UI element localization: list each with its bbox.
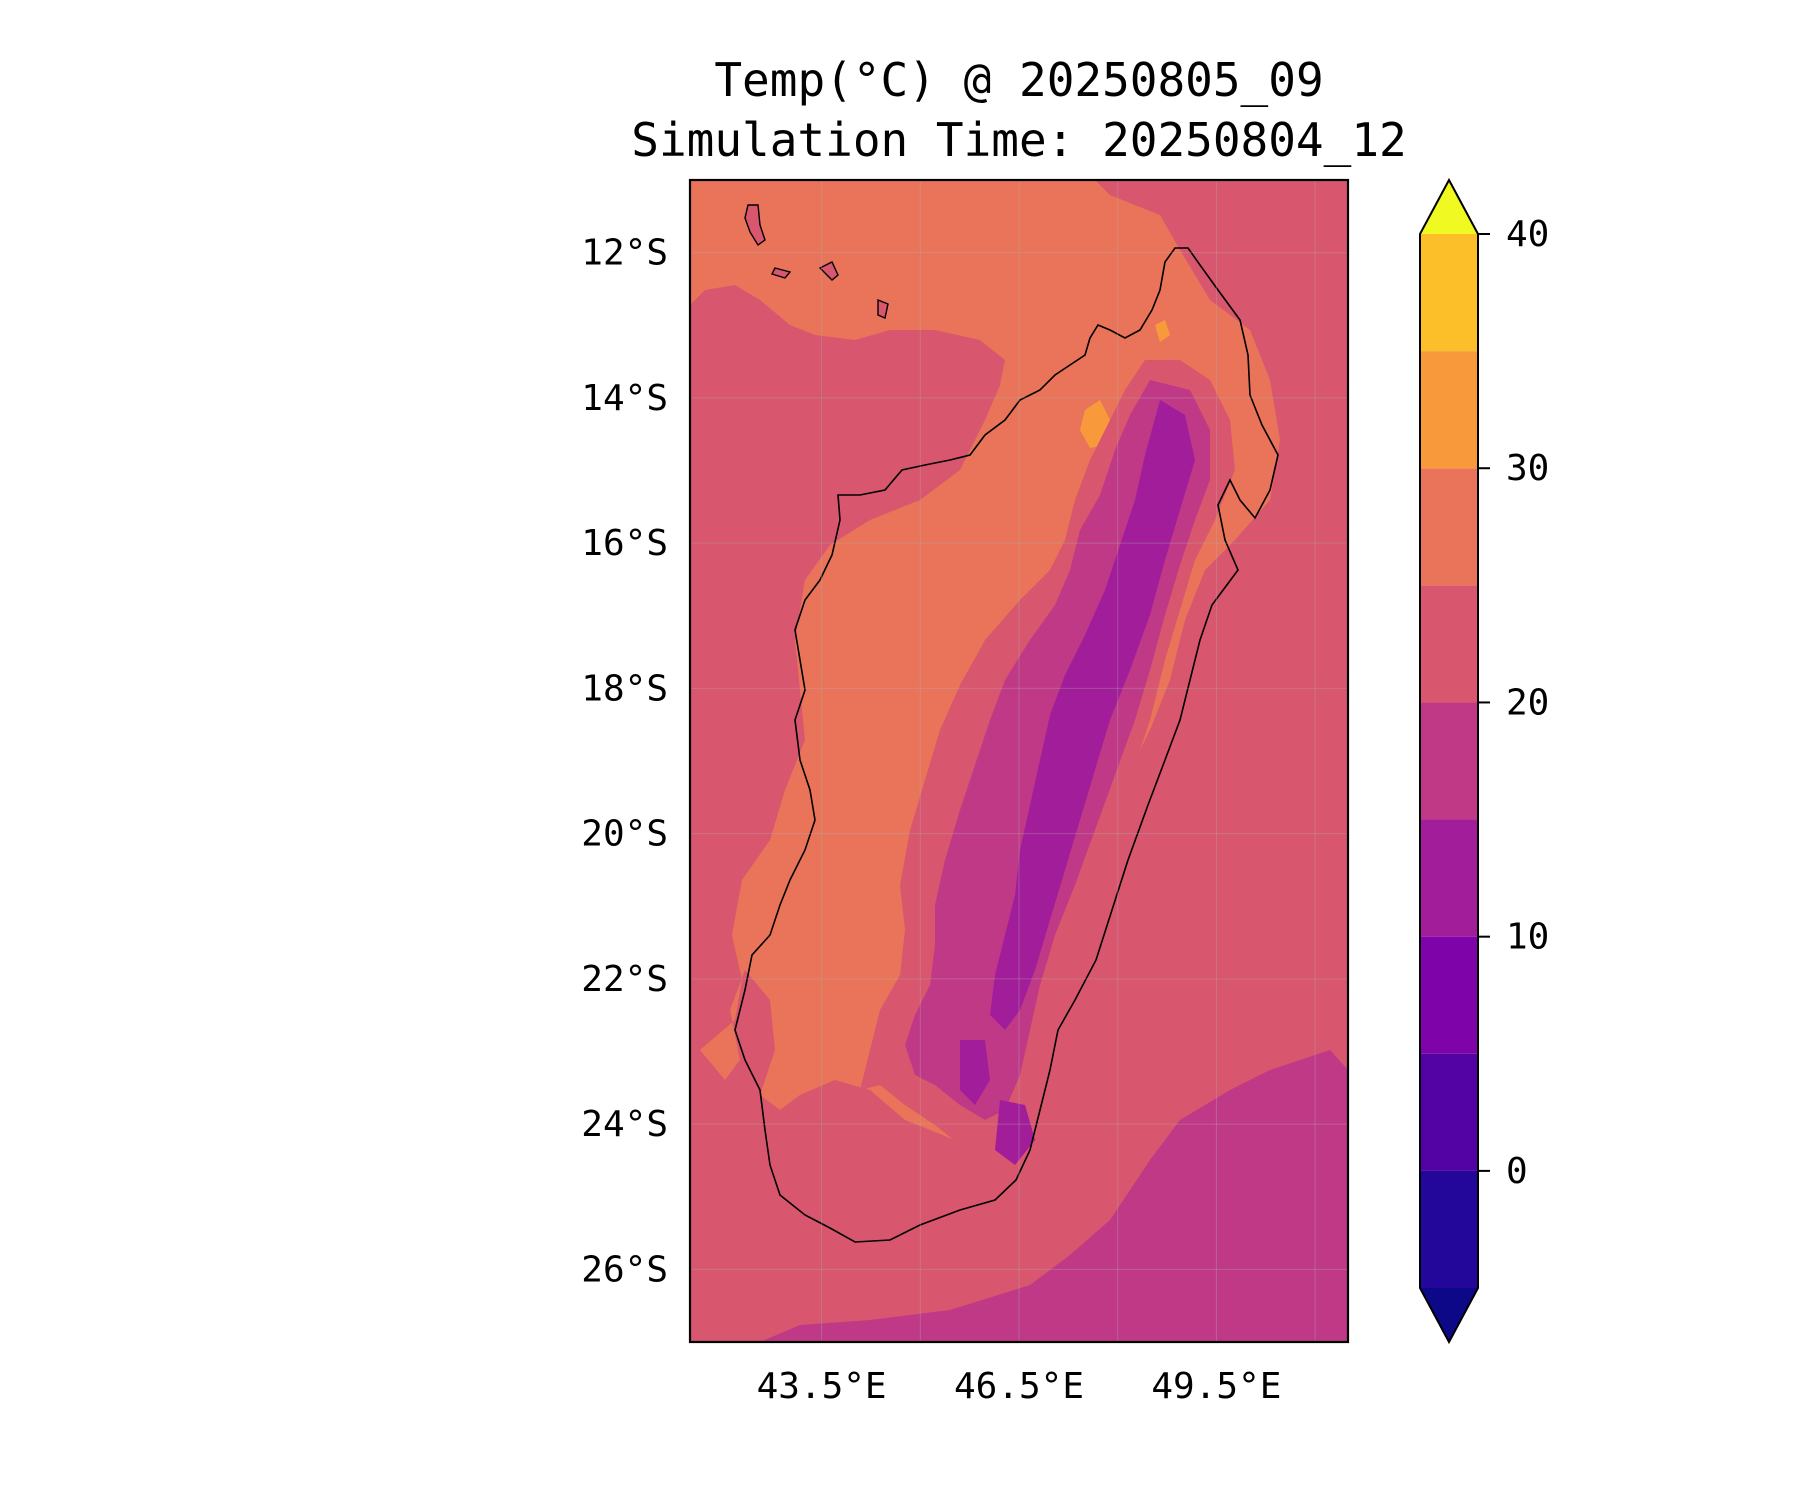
colorbar-tick-label: 40 <box>1506 214 1549 255</box>
colorbar-segment <box>1420 234 1478 352</box>
colorbar-segment <box>1420 1053 1478 1171</box>
colorbar-tick-label: 10 <box>1506 917 1549 958</box>
temperature-field <box>690 180 1348 1342</box>
colorbar-extend-top <box>1420 180 1478 234</box>
comoros-island-3 <box>818 261 839 281</box>
colorbar-tick-label: 30 <box>1506 448 1549 489</box>
x-axis-ticks: 43.5°E 46.5°E 49.5°E <box>757 1366 1282 1407</box>
colorbar-segment <box>1420 1170 1478 1288</box>
gridlines <box>690 180 1348 1342</box>
y-tick-label: 20°S <box>581 814 668 855</box>
madagascar-coastline <box>734 247 1279 1243</box>
y-tick-label: 18°S <box>581 668 668 709</box>
y-tick-label: 26°S <box>581 1249 668 1290</box>
x-tick-label: 46.5°E <box>954 1366 1084 1407</box>
highland-coldest-far-south <box>995 1100 1035 1165</box>
y-tick-label: 22°S <box>581 959 668 1000</box>
colorbar-tick-label: 0 <box>1506 1151 1528 1192</box>
highland-coldest-region <box>990 400 1195 1030</box>
colorbar-segment <box>1420 468 1478 586</box>
comoros-island-1 <box>744 204 766 247</box>
colorbar: 0 10 20 30 40 <box>1419 177 1549 1345</box>
y-tick-label: 12°S <box>581 233 668 274</box>
title-line-2: Simulation Time: 20250804_12 <box>631 113 1406 167</box>
mayotte-island <box>877 298 889 319</box>
colorbar-segment <box>1420 702 1478 820</box>
y-tick-label: 24°S <box>581 1104 668 1145</box>
colorbar-segment <box>1420 585 1478 703</box>
y-tick-label: 16°S <box>581 523 668 564</box>
hot-spot-north <box>1155 320 1170 342</box>
colorbar-segment <box>1420 936 1478 1054</box>
y-axis-ticks: 12°S 14°S 16°S 18°S 20°S 22°S 24°S 26°S <box>581 233 668 1291</box>
colorbar-segment <box>1420 351 1478 469</box>
comoros-island-2 <box>771 267 792 279</box>
colorbar-segment <box>1420 819 1478 937</box>
highland-coldest-south <box>960 1040 990 1105</box>
y-tick-label: 14°S <box>581 378 668 419</box>
colorbar-extend-bottom <box>1420 1288 1478 1342</box>
ocean-cool-band <box>760 1050 1348 1342</box>
x-tick-label: 49.5°E <box>1151 1366 1281 1407</box>
title-line-1: Temp(°C) @ 20250805_09 <box>714 53 1323 107</box>
colorbar-tick-label: 20 <box>1506 682 1549 723</box>
map-frame <box>688 178 1350 1344</box>
x-tick-label: 43.5°E <box>757 1366 887 1407</box>
